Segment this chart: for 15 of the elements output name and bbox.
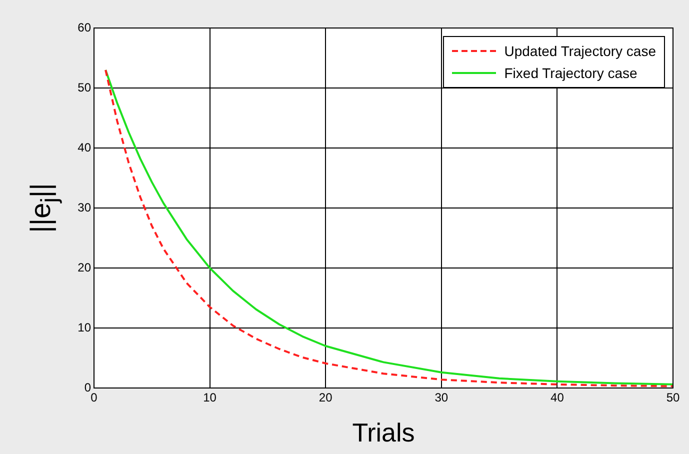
- x-axis-title: Trials: [352, 418, 415, 448]
- legend-label: Updated Trajectory case: [504, 43, 656, 59]
- y-tick-label: 40: [78, 140, 92, 154]
- x-tick-label: 30: [434, 390, 448, 405]
- x-tick-label: 10: [203, 390, 217, 405]
- y-tick-label: 10: [78, 320, 92, 334]
- y-tick-label: 20: [78, 260, 92, 274]
- x-tick-label: 40: [550, 390, 564, 405]
- y-tick-label: 30: [78, 200, 92, 214]
- y-tick-label: 60: [78, 20, 92, 34]
- y-tick-label: 50: [78, 80, 92, 94]
- legend-label: Fixed Trajectory case: [504, 65, 638, 81]
- y-tick-label: 0: [84, 380, 92, 394]
- x-tick-label: 50: [666, 390, 680, 405]
- x-tick-label: 20: [318, 390, 333, 405]
